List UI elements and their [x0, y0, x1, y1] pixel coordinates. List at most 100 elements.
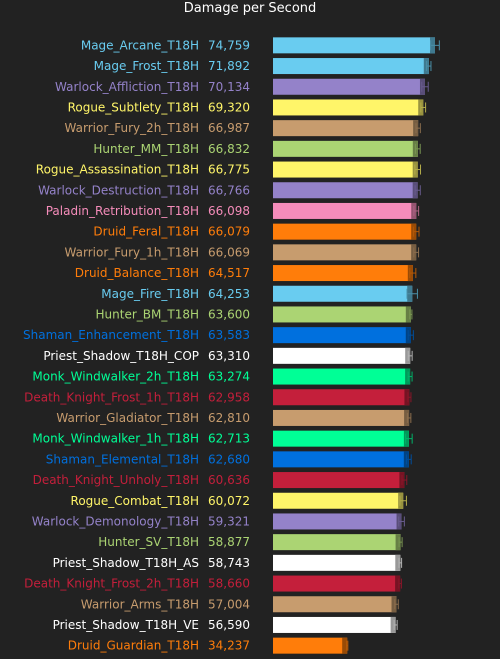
bar — [273, 327, 411, 344]
bar-label: Mage_Frost_T18H — [94, 59, 199, 73]
bar-value-label: 58,743 — [208, 556, 250, 570]
bar-label: Death_Knight_Frost_2h_T18H — [24, 577, 199, 591]
bar-value-label: 58,660 — [208, 577, 250, 591]
bar-row: Warlock_Demonology_T18H 59,321 — [32, 513, 405, 530]
bar-end-cap — [404, 409, 410, 426]
bar-label: Druid_Balance_T18H — [75, 266, 199, 280]
bar-end-cap — [390, 616, 396, 633]
bar-end-cap — [405, 347, 411, 364]
bar-label: Priest_Shadow_T18H_AS — [53, 556, 199, 570]
bar-label: Warrior_Arms_T18H — [81, 597, 199, 611]
bar-end-cap — [395, 575, 401, 592]
bar — [273, 534, 401, 551]
bar-value-label: 59,321 — [208, 514, 250, 528]
bar-value-label: 62,713 — [208, 432, 250, 446]
bar-label: Warlock_Affliction_T18H — [55, 80, 199, 94]
bar — [273, 223, 417, 240]
bar-value-label: 60,072 — [208, 494, 250, 508]
bar-label: Warrior_Fury_1h_T18H — [65, 245, 199, 259]
bar — [273, 513, 402, 530]
bar-label: Priest_Shadow_T18H_VE — [53, 618, 199, 632]
bar-label: Druid_Feral_T18H — [93, 225, 199, 239]
bar-row: Mage_Frost_T18H 71,892 — [94, 58, 432, 75]
bar-value-label: 63,583 — [208, 328, 250, 342]
bar-end-cap — [391, 596, 397, 613]
bar-value-label: 62,810 — [208, 411, 250, 425]
bar — [273, 492, 404, 509]
bar — [273, 554, 401, 571]
bar-row: Warlock_Affliction_T18H 70,134 — [55, 78, 429, 95]
bar-value-label: 66,987 — [208, 121, 250, 135]
bar-value-label: 63,310 — [208, 349, 250, 363]
bar-value-label: 71,892 — [208, 59, 250, 73]
bar-value-label: 60,636 — [208, 473, 250, 487]
bar — [273, 637, 348, 654]
bar — [273, 616, 396, 633]
bar-row: Paladin_Retribution_T18H 66,098 — [46, 202, 420, 219]
chart-title: Damage per Second — [184, 1, 317, 16]
bar-label: Monk_Windwalker_2h_T18H — [32, 370, 199, 384]
bar-row: Rogue_Combat_T18H 60,072 — [71, 492, 407, 509]
bar-label: Hunter_SV_T18H — [98, 535, 199, 549]
bar-value-label: 64,517 — [208, 266, 250, 280]
bar-value-label: 66,098 — [208, 204, 250, 218]
bar-row: Shaman_Enhancement_T18H 63,583 — [23, 327, 414, 344]
bar-value-label: 63,600 — [208, 307, 250, 321]
bar-label: Death_Knight_Unholy_T18H — [33, 473, 199, 487]
bar-row: Monk_Windwalker_2h_T18H 63,274 — [32, 368, 413, 385]
bar — [273, 596, 397, 613]
bar-value-label: 56,590 — [208, 618, 250, 632]
bar — [273, 409, 410, 426]
bar-label: Rogue_Combat_T18H — [71, 494, 199, 508]
bar — [273, 285, 413, 302]
bar — [273, 430, 409, 447]
bar — [273, 451, 409, 468]
bar — [273, 37, 435, 54]
bar-row: Priest_Shadow_T18H_AS 58,743 — [53, 554, 403, 571]
bar-label: Warlock_Demonology_T18H — [32, 514, 199, 528]
bar — [273, 120, 419, 137]
bar-row: Death_Knight_Unholy_T18H 60,636 — [33, 472, 408, 489]
bar-row: Mage_Arcane_T18H 74,759 — [81, 37, 440, 54]
bar-value-label: 70,134 — [208, 80, 250, 94]
bar-label: Shaman_Elemental_T18H — [46, 452, 199, 466]
bar-value-label: 62,958 — [208, 390, 250, 404]
bar — [273, 347, 411, 364]
bar — [273, 161, 418, 178]
bar-row: Druid_Feral_T18H 66,079 — [93, 223, 420, 240]
bar-row: Death_Knight_Frost_1h_T18H 62,958 — [24, 389, 412, 406]
bar — [273, 140, 418, 157]
bar — [273, 368, 411, 385]
bar-end-cap — [405, 368, 411, 385]
bar — [273, 58, 429, 75]
bar-value-label: 64,253 — [208, 287, 250, 301]
bar-row: Shaman_Elemental_T18H 62,680 — [46, 451, 412, 468]
bar-label: Priest_Shadow_T18H_COP — [43, 349, 199, 363]
bar-label: Hunter_BM_T18H — [96, 307, 199, 321]
bar-row: Rogue_Subtlety_T18H 69,320 — [68, 99, 427, 116]
bar — [273, 99, 424, 116]
bar-row: Hunter_BM_T18H 63,600 — [96, 306, 413, 323]
bar — [273, 575, 401, 592]
bar-row: Warlock_Destruction_T18H 66,766 — [38, 182, 421, 199]
bar-value-label: 66,079 — [208, 225, 250, 239]
bar-row: Hunter_MM_T18H 66,832 — [93, 140, 421, 157]
bar-label: Warlock_Destruction_T18H — [38, 183, 199, 197]
bar-value-label: 66,775 — [208, 163, 250, 177]
bar-end-cap — [405, 306, 411, 323]
bar-label: Mage_Arcane_T18H — [81, 38, 199, 52]
bar-value-label: 58,877 — [208, 535, 250, 549]
bar — [273, 202, 417, 219]
bar-label: Warrior_Gladiator_T18H — [56, 411, 199, 425]
bar-label: Rogue_Assassination_T18H — [36, 163, 199, 177]
bar-label: Death_Knight_Frost_1h_T18H — [24, 390, 199, 404]
bar-end-cap — [404, 389, 410, 406]
bar — [273, 78, 425, 95]
bar-row: Warrior_Arms_T18H 57,004 — [81, 596, 399, 613]
bar-row: Hunter_SV_T18H 58,877 — [98, 534, 403, 551]
bar-row: Druid_Guardian_T18H 34,237 — [68, 637, 349, 654]
bar-value-label: 66,069 — [208, 245, 250, 259]
bar-value-label: 62,680 — [208, 452, 250, 466]
